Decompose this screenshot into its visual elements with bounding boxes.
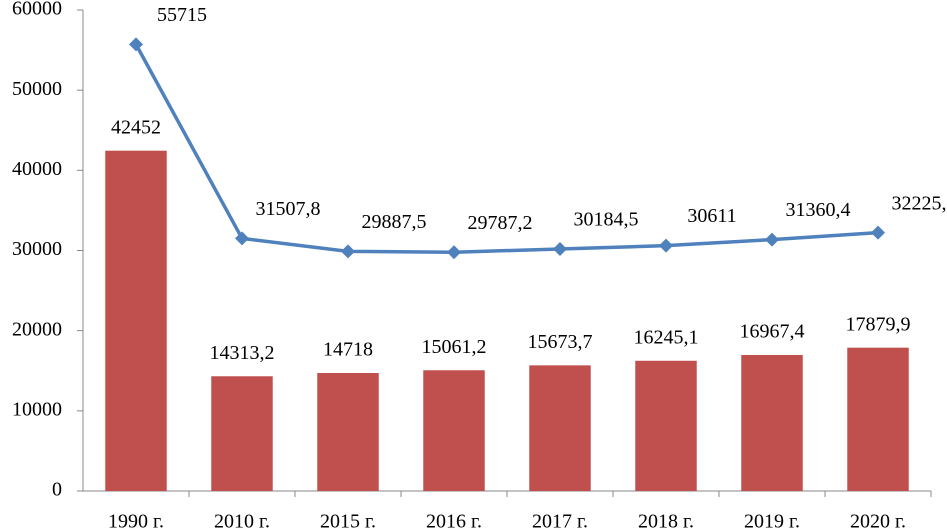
data-label: 15673,7 <box>528 331 593 353</box>
data-label: 16245,1 <box>634 326 699 348</box>
marker <box>871 225 885 240</box>
x-tick-label: 2010 г. <box>214 511 270 532</box>
x-tick-label: 2015 г. <box>320 511 376 532</box>
x-tick-label: 2017 г. <box>532 511 588 532</box>
data-label: 55715 <box>157 4 207 26</box>
data-label: 42452 <box>111 116 161 138</box>
marker <box>765 232 779 247</box>
data-label: 31507,8 <box>256 198 321 220</box>
marker <box>129 37 143 52</box>
marker <box>341 244 355 259</box>
marker <box>447 245 461 260</box>
bar <box>847 347 909 491</box>
data-label: 14313,2 <box>210 342 275 364</box>
data-label: 30611 <box>687 205 736 227</box>
x-tick-label: 2020 г. <box>850 511 906 532</box>
data-label: 31360,4 <box>786 199 851 221</box>
data-label: 32225,5 <box>892 192 947 214</box>
bar <box>635 360 697 491</box>
y-tick-label: 0 <box>52 479 62 501</box>
marker <box>659 238 673 253</box>
x-tick-label: 2019 г. <box>744 511 800 532</box>
y-tick-label: 10000 <box>12 398 62 420</box>
y-tick-label: 30000 <box>12 238 62 260</box>
bar <box>423 370 485 491</box>
data-label: 16967,4 <box>740 321 805 343</box>
data-label: 29787,2 <box>468 212 533 234</box>
x-tick-label: 2016 г. <box>426 511 482 532</box>
data-label: 30184,5 <box>574 209 639 231</box>
y-tick-label: 50000 <box>12 78 62 100</box>
data-label: 29887,5 <box>362 211 427 233</box>
data-label: 14718 <box>323 339 373 361</box>
data-label: 15061,2 <box>422 336 487 358</box>
x-tick-label: 2018 г. <box>638 511 694 532</box>
bar <box>211 376 273 491</box>
y-tick-label: 20000 <box>12 318 62 340</box>
bar <box>741 354 803 491</box>
marker <box>553 242 567 257</box>
bar <box>529 365 591 491</box>
y-tick-label: 60000 <box>12 0 62 20</box>
x-tick-label: 1990 г. <box>108 511 164 532</box>
data-label: 17879,9 <box>846 313 911 335</box>
bar <box>105 150 167 492</box>
y-tick-label: 40000 <box>12 158 62 180</box>
line <box>134 43 879 254</box>
bar <box>317 373 379 491</box>
marker <box>235 231 249 246</box>
